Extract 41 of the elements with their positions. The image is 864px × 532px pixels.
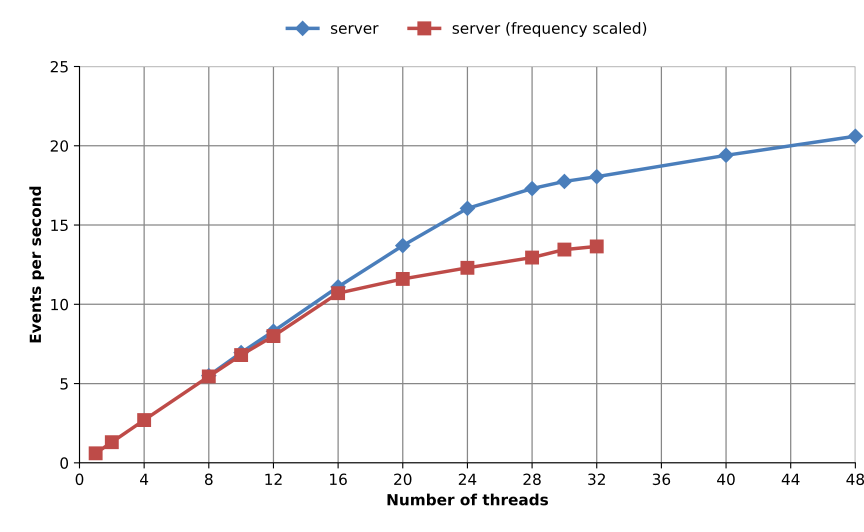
point [460,200,475,216]
point [395,238,410,254]
y-tick-label: 25 [50,60,68,73]
point [104,435,119,450]
x-tick-label: 16 [330,474,347,486]
x-tick-label: 36 [652,474,670,486]
x-tick-label: 4 [140,474,148,485]
y-tick-label: 0 [60,457,68,469]
point [525,250,540,264]
point [396,272,410,286]
y-tick-label: 5 [60,378,68,390]
point [137,413,152,427]
x-tick-label: 24 [458,474,476,485]
x-tick-label: 20 [394,474,412,486]
x-tick-label: 0 [76,474,84,486]
point [556,174,572,190]
x-tick-label: 40 [717,474,735,486]
x-axis-title: Number of threads [388,494,548,506]
y-tick-label: 20 [50,140,68,152]
y-tick-label: 10 [51,298,68,310]
y-tick-label: 15 [51,220,68,232]
point [848,128,863,144]
x-tick-label: 12 [265,474,282,485]
point [524,181,540,196]
x-tick-label: 8 [204,474,213,486]
point [234,348,248,362]
point [718,148,734,163]
legend-label: server [330,25,378,34]
point [589,169,604,184]
point [557,242,572,257]
point [266,329,280,343]
point [590,239,604,254]
x-tick-label: 44 [782,474,800,485]
x-tick-label: 48 [846,474,864,486]
y-axis-title: Events per second [29,186,44,342]
legend-label: server (frequency scaled) [452,22,646,37]
x-tick-label: 32 [588,474,605,486]
point [460,260,474,275]
point [331,286,346,300]
x-tick-label: 28 [523,474,541,486]
point [88,446,103,460]
